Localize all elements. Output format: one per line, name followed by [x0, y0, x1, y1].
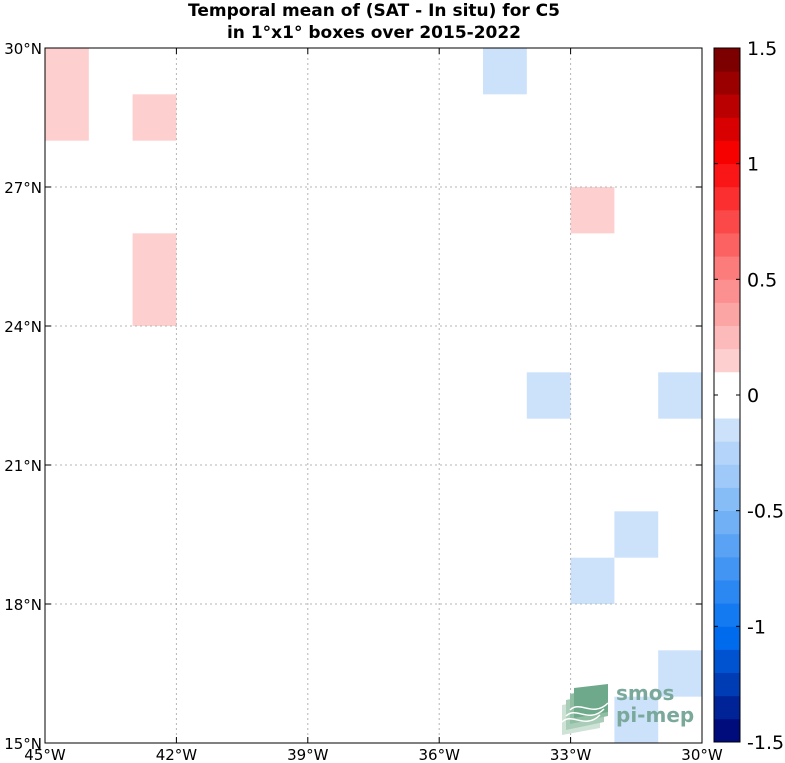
colorbar-segment [714, 71, 740, 95]
plot-border [44, 47, 703, 744]
colorbar-segment [714, 48, 740, 72]
colorbar-segment [714, 695, 740, 720]
heatmap-cell [483, 48, 527, 95]
x-tick-label: 36°W [418, 746, 460, 763]
colorbar-tick-label: 0 [747, 385, 759, 407]
x-tick-label: 45°W [24, 746, 66, 763]
colorbar-segment [714, 556, 740, 581]
colorbar-segment [714, 186, 740, 211]
x-tick-label: 30°W [681, 746, 723, 763]
colorbar-tick-label: -0.5 [747, 501, 784, 523]
axis-ticks: 45°W 42°W 39°W 36°W 33°W 30°W 15°N 18°N 21°N 24°N… [4, 40, 723, 763]
colorbar-segment [714, 649, 740, 673]
heatmap-cell [45, 48, 89, 141]
logo-text-pi-mep: pi-mep [616, 703, 694, 727]
smos-pi-mep-logo: smos pi-mep [561, 681, 694, 735]
plot-frame [44, 47, 703, 744]
colorbar-segment [714, 163, 740, 188]
colorbar-segment [714, 580, 740, 604]
heatmap-cells [45, 48, 702, 743]
heatmap-cell [658, 372, 702, 419]
colorbar-segment [714, 279, 740, 303]
x-tick-label: 33°W [550, 746, 592, 763]
logo-text-smos: smos [616, 681, 674, 705]
colorbar-tick-label: -1 [747, 616, 766, 638]
colorbar-tick-label: 0.5 [747, 269, 777, 291]
y-tick-label: 21°N [4, 457, 42, 475]
colorbar-segment [714, 395, 740, 419]
colorbar-segment [714, 302, 740, 326]
colorbar-segment [714, 348, 740, 373]
colorbar-tick-label: 1 [747, 154, 759, 176]
colorbar-segment [714, 418, 740, 442]
chart-title-line-2: in 1°x1° boxes over 2015-2022 [226, 23, 522, 43]
colorbar-segment [714, 603, 740, 627]
colorbar-segment [714, 325, 740, 350]
colorbar-segment [714, 487, 740, 512]
x-tick-label: 42°W [156, 746, 198, 763]
colorbar-tick-label: -1.5 [747, 732, 784, 754]
chart-title-line-1: Temporal mean of (SAT - In situ) for C5 [188, 1, 560, 21]
y-tick-label: 27°N [4, 179, 42, 197]
y-tick-label: 30°N [4, 40, 42, 58]
colorbar-segment [714, 371, 740, 396]
chart-title: Temporal mean of (SAT - In situ) for C5 … [0, 0, 748, 44]
colorbar-segment [714, 510, 740, 535]
colorbar-segment [714, 140, 740, 165]
heatmap-cell [132, 94, 177, 141]
colorbar-segment [714, 718, 740, 743]
heatmap-cell [526, 372, 571, 419]
colorbar-segment [714, 464, 740, 488]
plot-area [45, 48, 702, 743]
colorbar: 1.5 1 0.5 0 -0.5 -1 -1.5 [713, 38, 784, 754]
colorbar-segment [714, 94, 740, 118]
colorbar-segment [714, 117, 740, 141]
x-tick-label: 39°W [287, 746, 329, 763]
plot-background [45, 48, 702, 743]
colorbar-segment [714, 209, 740, 234]
y-tick-label: 18°N [4, 596, 42, 614]
colorbar-segment [714, 672, 740, 697]
logo-wave-icon [561, 684, 609, 735]
y-tick-label: 15°N [4, 735, 42, 753]
heatmap-cell [132, 233, 177, 326]
heatmap-cell [614, 511, 659, 558]
heatmap-cell [570, 557, 615, 604]
heatmap-cell [570, 187, 615, 234]
y-tick-label: 24°N [4, 318, 42, 336]
heatmap-cell [658, 650, 702, 697]
colorbar-tick-label: 1.5 [747, 38, 777, 60]
colorbar-segment [714, 256, 740, 280]
heatmap-cell [614, 696, 659, 743]
colorbar-segment [714, 626, 740, 650]
grid-lines [45, 48, 702, 743]
colorbar-segment [714, 441, 740, 465]
colorbar-segment [714, 533, 740, 558]
colorbar-segment [714, 233, 740, 257]
